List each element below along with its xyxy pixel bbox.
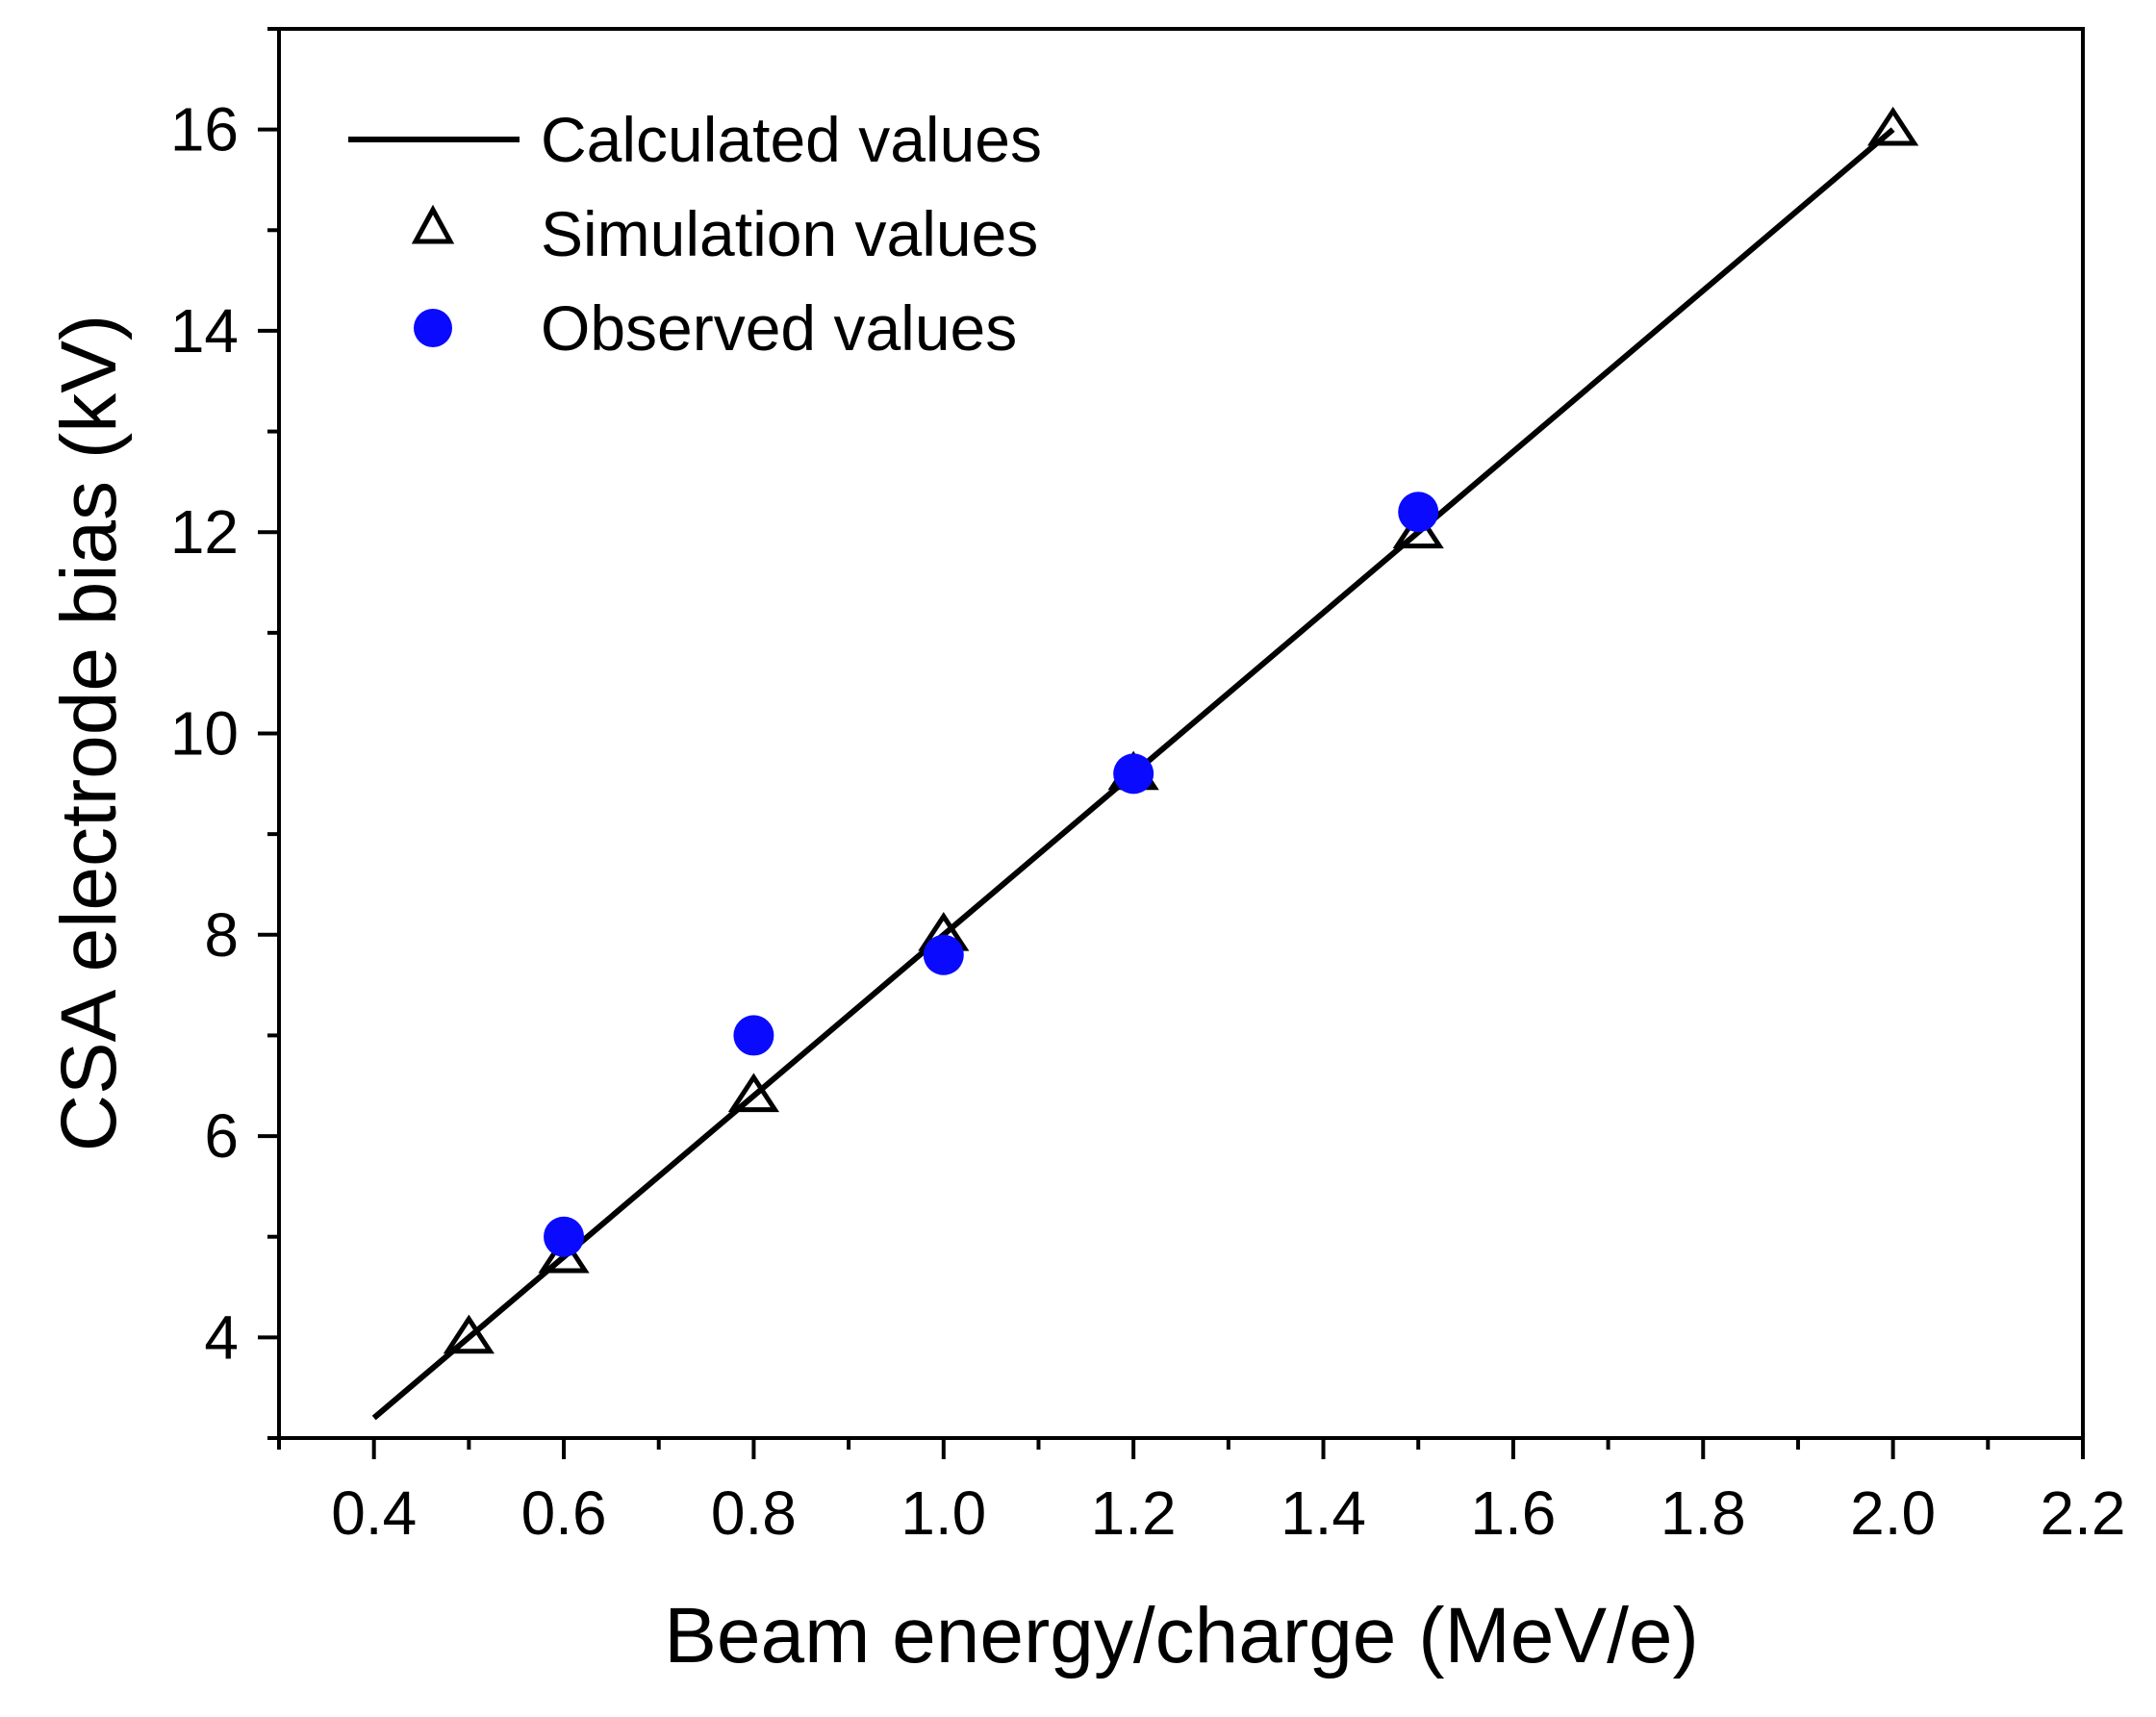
x-tick-label: 1.2: [1091, 1478, 1177, 1548]
y-tick-label: 4: [204, 1302, 239, 1372]
x-axis: 0.4 0.6 0.8 1.0 1.2 1.4 1.6 1.8 2.0 2.2: [277, 1438, 2126, 1548]
y-tick-label: 14: [170, 296, 239, 366]
x-tick-label: 0.4: [331, 1478, 417, 1548]
x-tick-label: 2.2: [2041, 1478, 2126, 1548]
y-tick-label: 8: [204, 900, 239, 970]
simulation-value-marker: [1867, 106, 1919, 146]
x-tick-label: 1.8: [1661, 1478, 1746, 1548]
simulation-value-marker: [538, 1233, 590, 1274]
x-tick-label: 0.8: [711, 1478, 797, 1548]
y-tick-label: 6: [204, 1101, 239, 1171]
y-axis: 4 6 8 10 12 14 16: [170, 27, 279, 1440]
legend: Calculated values Simulation values Obse…: [348, 104, 1042, 364]
y-tick-label: 12: [170, 497, 239, 567]
y-tick-label: 16: [170, 95, 239, 164]
legend-label-simulation: Simulation values: [541, 198, 1038, 269]
observed-value-marker: [544, 1216, 585, 1257]
x-tick-label: 0.6: [521, 1478, 607, 1548]
plot-area: [371, 106, 1919, 1421]
x-tick-label: 1.4: [1281, 1478, 1366, 1548]
observed-value-marker: [1398, 492, 1439, 533]
legend-label-observed: Observed values: [541, 292, 1017, 364]
observed-value-marker: [923, 934, 964, 975]
y-tick-label: 10: [170, 699, 239, 769]
legend-triangle-swatch: [411, 204, 455, 244]
legend-label-calculated: Calculated values: [541, 104, 1042, 175]
simulation-value-marker: [1392, 509, 1444, 549]
x-tick-label: 1.6: [1470, 1478, 1556, 1548]
observed-value-marker: [733, 1015, 774, 1056]
x-axis-title: Beam energy/charge (MeV/e): [664, 1592, 1699, 1679]
simulation-value-marker: [443, 1314, 495, 1354]
x-tick-label: 2.0: [1850, 1478, 1936, 1548]
x-tick-label: 1.0: [900, 1478, 986, 1548]
observed-value-marker: [1113, 753, 1154, 795]
y-axis-title: CSA electrode bias (kV): [45, 315, 133, 1152]
legend-circle-swatch: [414, 309, 452, 347]
simulation-value-marker: [727, 1073, 780, 1113]
